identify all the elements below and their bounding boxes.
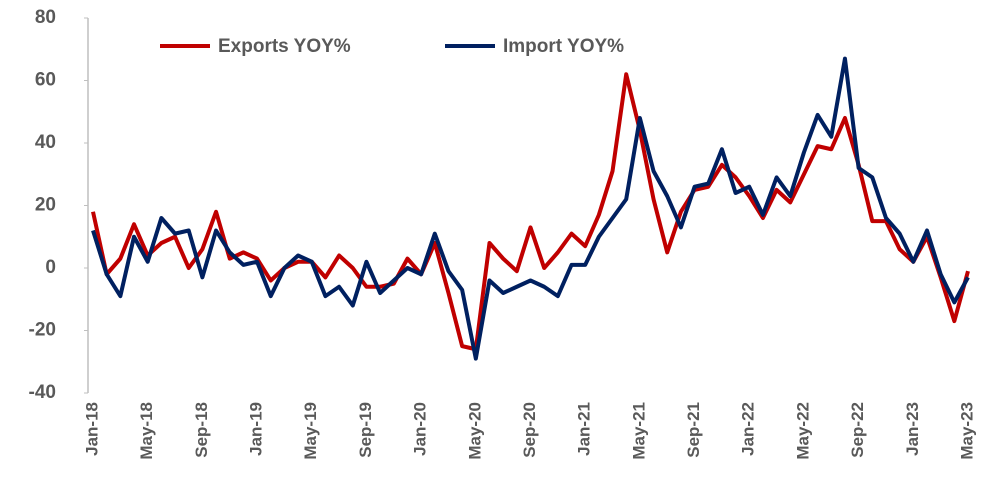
x-tick-label: Jan-23 <box>903 402 922 456</box>
y-tick-label: -40 <box>29 382 56 403</box>
x-tick-label: Sep-18 <box>192 402 211 458</box>
series-line <box>91 72 970 352</box>
x-tick-label: Jan-20 <box>411 402 430 456</box>
x-tick-label: Sep-22 <box>848 402 867 458</box>
series-line <box>91 56 970 361</box>
x-tick-label: May-19 <box>301 402 320 460</box>
x-tick-label: May-18 <box>137 402 156 460</box>
x-tick-label: May-20 <box>465 402 484 460</box>
y-tick-label: 0 <box>45 257 56 278</box>
x-tick-label: May-21 <box>629 402 648 460</box>
x-tick-label: Jan-22 <box>739 402 758 456</box>
x-tick-label: May-22 <box>793 402 812 460</box>
y-tick-label: 20 <box>35 195 56 216</box>
x-tick-label: Jan-19 <box>247 402 266 456</box>
y-tick-label: 60 <box>35 70 56 91</box>
y-tick-label: -20 <box>29 320 56 341</box>
x-tick-label: Jan-21 <box>575 402 594 456</box>
x-tick-label: May-23 <box>957 402 976 460</box>
legend-label: Exports YOY% <box>218 36 351 57</box>
y-tick-label: 80 <box>35 7 56 28</box>
y-tick-label: 40 <box>35 132 56 153</box>
x-tick-label: Sep-19 <box>356 402 375 458</box>
x-tick-label: Sep-21 <box>684 402 703 458</box>
x-tick-label: Jan-18 <box>82 402 101 456</box>
legend-label: Import YOY% <box>503 36 624 57</box>
x-tick-label: Sep-20 <box>520 402 539 458</box>
